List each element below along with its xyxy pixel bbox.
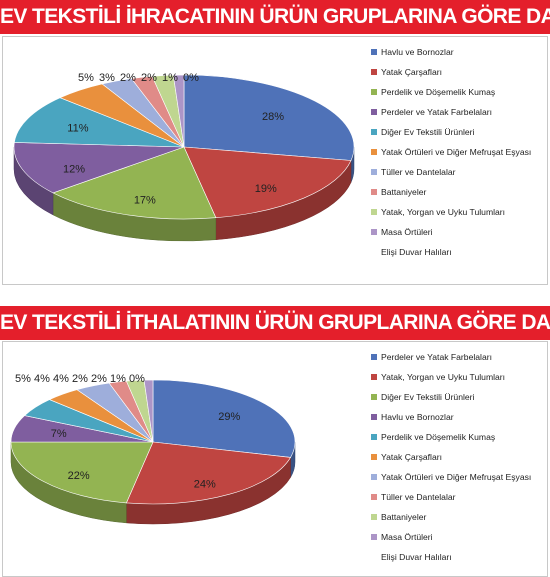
pie-slice-3 — [10, 441, 154, 504]
legend-entry-3: Perdelik ve Döşemelik Kumaş — [381, 87, 495, 97]
legend-entry-4: Perdeler ve Yatak Farbelaları — [381, 107, 492, 117]
pie-value-label-11: 0% — [183, 72, 199, 84]
pie-value-label-3: 22% — [68, 470, 90, 482]
pie-slice-1 — [183, 74, 355, 161]
legend-entry-8: Battaniyeler — [381, 187, 427, 197]
pie-slice-10 — [143, 379, 154, 443]
legend-swatch-3 — [371, 394, 377, 400]
export-chart-frame: 28% 19% 17% 12% 11% 5% 3% 2% 2% 1% 0% Havlu ve Born… — [2, 36, 548, 285]
legend-entry-10: Masa Örtüleri — [381, 227, 433, 237]
chart-legend: Havlu ve Bornozlar Yatak Çarşafları Perdel… — [371, 47, 531, 257]
legend-entry-7: Yatak Örtüleri ve Diğer Mefruşat Eşyası — [381, 472, 531, 482]
legend-swatch-5 — [371, 129, 377, 135]
pie-value-label-9: 2% — [91, 373, 107, 385]
pie-value-label-4: 12% — [63, 164, 85, 176]
chart-legend: Perdeler ve Yatak Farbelaları Yatak, Yorg… — [371, 352, 531, 562]
legend-entry-8: Tüller ve Dantelalar — [381, 492, 456, 502]
import-chart-panel: EV TEKSTİLİ İTHALATININ ÜRÜN GRUPLARINA … — [0, 306, 550, 577]
legend-entry-5: Perdelik ve Döşemelik Kumaş — [381, 432, 495, 442]
legend-entry-11: Elişi Duvar Halıları — [381, 552, 452, 562]
pie-slices — [13, 74, 355, 220]
legend-swatch-9 — [371, 209, 377, 215]
import-chart-frame: 29% 24% 22% 7% 5% 4% 4% 2% 2% 1% 0% Perdeler ve Yat… — [2, 341, 548, 577]
export-chart-panel: EV TEKSTİLİ İHRACATININ ÜRÜN GRUPLARINA … — [0, 0, 550, 287]
legend-swatch-9 — [371, 514, 377, 520]
legend-swatch-10 — [371, 534, 377, 540]
legend-swatch-8 — [371, 189, 377, 195]
pie-value-label-5: 5% — [15, 373, 31, 385]
legend-entry-5: Diğer Ev Tekstili Ürünleri — [381, 127, 475, 137]
pie-slice-1 — [152, 379, 296, 458]
legend-swatch-1 — [371, 49, 377, 55]
legend-entry-1: Perdeler ve Yatak Farbelaları — [381, 352, 492, 362]
pie-value-label-10: 1% — [110, 373, 126, 385]
pie-value-label-4: 7% — [51, 428, 67, 440]
pie-value-label-8: 2% — [72, 373, 88, 385]
legend-swatch-2 — [371, 374, 377, 380]
legend-swatch-6 — [371, 149, 377, 155]
legend-swatch-5 — [371, 434, 377, 440]
legend-entry-10: Masa Örtüleri — [381, 532, 433, 542]
legend-entry-9: Yatak, Yorgan ve Uyku Tulumları — [381, 207, 505, 217]
legend-swatch-1 — [371, 354, 377, 360]
pie-value-label-2: 19% — [255, 183, 277, 195]
legend-entry-4: Havlu ve Bornozlar — [381, 412, 454, 422]
import-pie-chart: 29%24%22%7%5% 4% 4% 2% 2% 1% 0%Perdeler ve Yat… — [10, 352, 531, 562]
pie-value-label-9: 2% — [141, 72, 157, 84]
legend-swatch-10 — [371, 229, 377, 235]
legend-entry-9: Battaniyeler — [381, 512, 427, 522]
pie-value-label-6: 4% — [34, 373, 50, 385]
pie-value-label-11: 0% — [129, 373, 145, 385]
pie-value-label-2: 24% — [194, 479, 216, 491]
pie-value-label-1: 29% — [218, 411, 240, 423]
pie-slice-2 — [125, 441, 292, 505]
pie-value-labels: 28% 19% 17% 12% 11% 5% 3% 2% 2% 1% 0% — [63, 72, 284, 207]
pie-slice-4 — [13, 142, 185, 194]
pie-side-walls — [13, 146, 355, 242]
legend-entry-6: Yatak Örtüleri ve Diğer Mefruşat Eşyası — [381, 147, 531, 157]
legend-entry-11: Elişi Duvar Halıları — [381, 247, 452, 257]
pie-value-label-3: 17% — [134, 195, 156, 207]
legend-swatch-4 — [371, 109, 377, 115]
pie-value-label-5: 11% — [67, 123, 88, 135]
legend-swatch-4 — [371, 414, 377, 420]
legend-entry-3: Diğer Ev Tekstili Ürünleri — [381, 392, 475, 402]
legend-swatch-7 — [371, 474, 377, 480]
legend-swatch-6 — [371, 454, 377, 460]
pie-value-label-10: 1% — [162, 72, 178, 84]
legend-entry-2: Yatak Çarşafları — [381, 67, 442, 77]
legend-entry-6: Yatak Çarşafları — [381, 452, 442, 462]
import-chart-title: EV TEKSTİLİ İTHALATININ ÜRÜN GRUPLARINA … — [0, 306, 550, 340]
pie-value-label-6: 5% — [78, 72, 94, 84]
legend-swatch-2 — [371, 69, 377, 75]
pie-slice-3 — [52, 146, 217, 220]
pie-value-label-1: 28% — [262, 111, 284, 123]
legend-entry-7: Tüller ve Dantelalar — [381, 167, 456, 177]
legend-entry-2: Yatak, Yorgan ve Uyku Tulumları — [381, 372, 505, 382]
pie-value-label-8: 2% — [120, 72, 136, 84]
legend-swatch-8 — [371, 494, 377, 500]
pie-slice-2 — [183, 146, 352, 219]
legend-swatch-3 — [371, 89, 377, 95]
export-pie-chart: 28% 19% 17% 12% 11% 5% 3% 2% 2% 1% 0% Havlu ve Born… — [13, 47, 531, 257]
pie-value-label-7: 4% — [53, 373, 69, 385]
legend-entry-1: Havlu ve Bornozlar — [381, 47, 454, 57]
pie-slice-5 — [13, 97, 185, 148]
pie-value-label-7: 3% — [99, 72, 115, 84]
pie-value-labels: 29%24%22%7%5% 4% 4% 2% 2% 1% 0% — [15, 373, 240, 491]
legend-swatch-7 — [371, 169, 377, 175]
pie-slices — [10, 379, 296, 505]
pie-slice-10 — [172, 74, 185, 148]
export-chart-title: EV TEKSTİLİ İHRACATININ ÜRÜN GRUPLARINA … — [0, 0, 550, 34]
